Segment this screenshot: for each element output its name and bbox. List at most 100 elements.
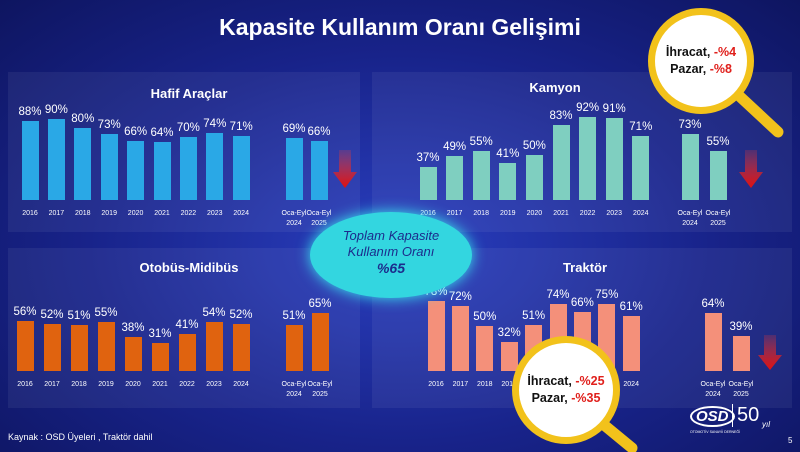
callout-value: -%4: [713, 45, 737, 59]
value-label: 37%: [416, 151, 440, 164]
chart-title: Traktör: [562, 260, 608, 275]
x-tick-label: 2019: [101, 210, 117, 217]
value-label: 66%: [570, 296, 594, 309]
bar: [427, 300, 445, 371]
slide-title: Kapasite Kullanım Oranı Gelişimi: [219, 14, 581, 40]
bar: [525, 155, 543, 200]
value-label: 64%: [150, 127, 174, 140]
x-tick-label: 2017: [446, 210, 463, 217]
bar: [43, 324, 61, 371]
value-label: 72%: [448, 291, 472, 304]
bar: [476, 326, 494, 371]
x-tick-label: 2016: [428, 381, 444, 388]
value-label: 74%: [546, 289, 570, 302]
value-label: 80%: [71, 113, 95, 125]
x-tick-label: 2017: [452, 381, 469, 388]
logo-caption: OTOMOTİV SANAYİİ DERNEĞİ: [690, 430, 741, 434]
bar: [446, 155, 464, 200]
callout-label: Pazar,: [531, 391, 568, 405]
x-tick-label: Oca-Eyl 2024: [700, 381, 726, 398]
chart-title: Hafif Araçlar: [150, 86, 228, 101]
x-tick-label: 2022: [180, 210, 197, 217]
bar: [74, 128, 92, 200]
value-label: 49%: [443, 140, 467, 153]
value-label: 66%: [307, 125, 331, 138]
x-tick-label: 2021: [154, 210, 170, 217]
center-value: %65: [376, 260, 406, 276]
bar: [178, 334, 196, 371]
value-label: 73%: [678, 119, 702, 132]
x-tick-label: 2022: [179, 381, 195, 388]
value-label: 56%: [13, 305, 37, 318]
bar: [579, 117, 597, 200]
chart-title: Kamyon: [529, 80, 581, 95]
bar: [605, 118, 623, 200]
value-label: 51%: [67, 310, 91, 323]
bar: [472, 150, 490, 200]
value-label: 71%: [229, 121, 253, 134]
callout-value: -%8: [709, 62, 732, 76]
value-label: 32%: [497, 327, 521, 340]
callout-label: İhracat,: [527, 374, 572, 388]
bar: [704, 313, 722, 371]
value-label: 41%: [175, 319, 199, 332]
value-label: 90%: [44, 104, 68, 116]
x-tick-label: Oca-Eyl 2025: [306, 210, 332, 227]
bar: [499, 163, 517, 200]
x-tick-label: Oca-Eyl 2024: [677, 210, 703, 227]
value-label: 54%: [202, 307, 226, 320]
value-label: 74%: [203, 118, 227, 131]
bar: [100, 134, 118, 200]
value-label: 55%: [706, 135, 730, 148]
x-tick-label: 2016: [17, 381, 33, 388]
value-label: 88%: [18, 105, 42, 118]
value-label: 73%: [97, 119, 121, 132]
value-label: 92%: [576, 102, 600, 115]
x-tick-label: 2024: [623, 381, 639, 388]
callout-line: İhracat, -%4: [666, 44, 736, 61]
bar: [151, 343, 169, 371]
x-tick-label: 2018: [473, 210, 489, 217]
x-tick-label: 2023: [207, 210, 223, 217]
callout-line: Pazar, -%8: [670, 61, 732, 78]
value-label: 83%: [549, 110, 573, 123]
bar: [232, 324, 250, 371]
value-label: 75%: [595, 288, 619, 301]
bar: [632, 136, 650, 200]
value-label: 71%: [629, 121, 653, 134]
x-tick-label: 2018: [75, 210, 91, 217]
bar: [681, 134, 699, 200]
x-tick-label: 2017: [44, 381, 60, 388]
bar: [70, 325, 88, 371]
logo-suffix: yıl: [762, 420, 770, 429]
bar: [97, 321, 115, 371]
bar: [127, 140, 145, 200]
bar: [206, 133, 224, 200]
source: Kaynak : OSD Üyeleri , Traktör dahil: [8, 432, 153, 442]
bar: [21, 120, 39, 200]
bar: [153, 142, 171, 200]
bar: [179, 137, 197, 200]
bar: [622, 316, 640, 371]
callout: İhracat, -%25 Pazar, -%35: [512, 336, 620, 444]
logo: OSD 50 yıl OTOMOTİV SANAYİİ DERNEĞİ: [690, 404, 776, 440]
chart-title: Otobüs-Midibüs: [139, 260, 239, 275]
x-tick-label: 2018: [71, 381, 87, 388]
value-label: 51%: [522, 310, 546, 323]
bar: [205, 322, 223, 371]
bar: [500, 342, 518, 371]
x-tick-label: Oca-Eyl 2025: [728, 381, 754, 398]
value-label: 69%: [282, 122, 306, 135]
logo-mark: OSD: [690, 406, 735, 427]
bar: [232, 136, 250, 200]
x-tick-label: 2022: [579, 210, 596, 217]
value-label: 65%: [308, 297, 332, 310]
value-label: 51%: [282, 310, 306, 323]
x-tick-label: 2021: [553, 210, 569, 217]
value-label: 38%: [121, 321, 145, 334]
x-tick-label: 2016: [22, 210, 38, 217]
callout-value: -%35: [571, 391, 601, 405]
x-tick-label: 2020: [127, 210, 144, 217]
value-label: 91%: [602, 103, 626, 116]
